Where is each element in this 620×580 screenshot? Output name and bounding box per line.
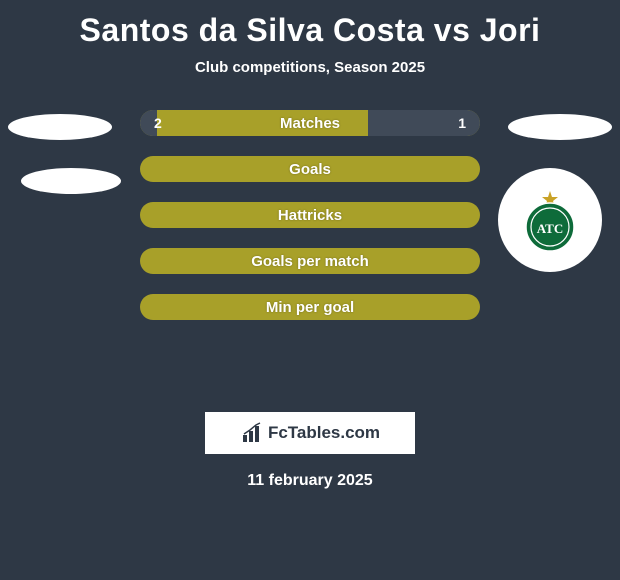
watermark: FcTables.com <box>205 412 415 454</box>
bar-chart-icon <box>240 421 264 445</box>
club-crest-icon: ATC <box>515 185 585 255</box>
svg-text:ATC: ATC <box>537 221 563 236</box>
stat-label: Hattricks <box>140 202 480 228</box>
stat-row: 21Matches <box>140 110 480 136</box>
stat-label: Goals <box>140 156 480 182</box>
watermark-text: FcTables.com <box>268 423 380 443</box>
stat-row: Goals <box>140 156 480 182</box>
stat-label: Matches <box>140 110 480 136</box>
stat-label: Min per goal <box>140 294 480 320</box>
page-subtitle: Club competitions, Season 2025 <box>0 59 620 76</box>
date-label: 11 february 2025 <box>0 472 620 490</box>
stat-row: Goals per match <box>140 248 480 274</box>
comparison-stage: ATC 21Matches Goals Hattricks Goals per mat… <box>0 110 620 410</box>
player-left-photo-2 <box>21 168 121 194</box>
player-left-photo-1 <box>8 114 112 140</box>
stat-rows: 21Matches Goals Hattricks Goals per match Mi… <box>140 110 480 340</box>
stat-row: Min per goal <box>140 294 480 320</box>
stat-label: Goals per match <box>140 248 480 274</box>
page-title: Santos da Silva Costa vs Jori <box>0 0 620 49</box>
club-crest: ATC <box>498 168 602 272</box>
player-right-photo-1 <box>508 114 612 140</box>
stat-row: Hattricks <box>140 202 480 228</box>
